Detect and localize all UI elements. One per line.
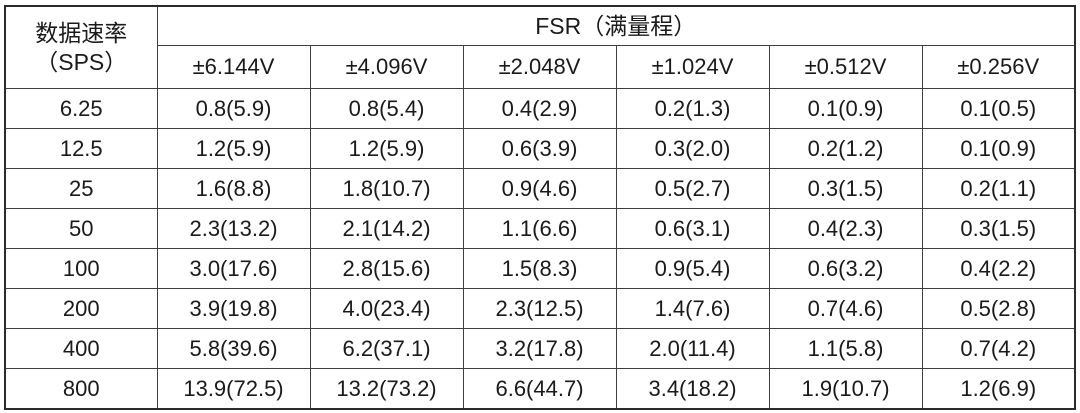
- data-rate-header-line1: 数据速率: [35, 19, 128, 46]
- noise-value-cell: 0.1(0.9): [921, 128, 1076, 169]
- table-body: 6.25 0.8(5.9) 0.8(5.4) 0.4(2.9) 0.2(1.3) 0.1(…: [4, 88, 1076, 409]
- noise-value-cell: 0.8(5.9): [156, 88, 311, 129]
- data-rate-cell: 200: [4, 288, 158, 329]
- data-rate-cell: 25: [4, 168, 158, 209]
- fsr-column-header: ±4.096V: [309, 45, 464, 89]
- table-row: 400 5.8(39.6) 6.2(37.1) 3.2(17.8) 2.0(11.4) 1…: [4, 328, 1076, 369]
- data-rate-cell: 6.25: [4, 88, 158, 129]
- noise-value-cell: 0.6(3.2): [768, 248, 923, 289]
- noise-value-cell: 6.6(44.7): [462, 368, 617, 409]
- data-rate-header-line2: （SPS）: [35, 48, 128, 75]
- noise-value-cell: 0.2(1.1): [921, 168, 1076, 209]
- fsr-header-cell: FSR（满量程）: [156, 5, 1076, 46]
- noise-value-cell: 0.6(3.9): [462, 128, 617, 169]
- noise-value-cell: 0.3(1.5): [921, 208, 1076, 249]
- noise-value-cell: 0.6(3.1): [615, 208, 770, 249]
- noise-value-cell: 2.8(15.6): [309, 248, 464, 289]
- noise-value-cell: 0.1(0.9): [768, 88, 923, 129]
- noise-value-cell: 1.1(5.8): [768, 328, 923, 369]
- noise-value-cell: 13.2(73.2): [309, 368, 464, 409]
- noise-value-cell: 3.4(18.2): [615, 368, 770, 409]
- noise-value-cell: 5.8(39.6): [156, 328, 311, 369]
- data-rate-cell: 50: [4, 208, 158, 249]
- fsr-column-header: ±0.256V: [921, 45, 1076, 89]
- noise-value-cell: 2.3(12.5): [462, 288, 617, 329]
- fsr-column-header: ±2.048V: [462, 45, 617, 89]
- table-header-row-1: 数据速率 （SPS） FSR（满量程）: [4, 5, 1076, 89]
- data-rate-cell: 400: [4, 328, 158, 369]
- table-row: 12.5 1.2(5.9) 1.2(5.9) 0.6(3.9) 0.3(2.0) 0.2(…: [4, 128, 1076, 169]
- fsr-column-header: ±0.512V: [768, 45, 923, 89]
- noise-value-cell: 1.5(8.3): [462, 248, 617, 289]
- noise-value-cell: 0.3(2.0): [615, 128, 770, 169]
- noise-value-cell: 0.9(5.4): [615, 248, 770, 289]
- noise-value-cell: 3.9(19.8): [156, 288, 311, 329]
- noise-value-cell: 4.0(23.4): [309, 288, 464, 329]
- noise-value-cell: 0.4(2.9): [462, 88, 617, 129]
- noise-value-cell: 1.9(10.7): [768, 368, 923, 409]
- noise-value-cell: 0.4(2.2): [921, 248, 1076, 289]
- noise-value-cell: 6.2(37.1): [309, 328, 464, 369]
- table-row: 6.25 0.8(5.9) 0.8(5.4) 0.4(2.9) 0.2(1.3) 0.1(…: [4, 88, 1076, 129]
- noise-value-cell: 1.2(6.9): [921, 368, 1076, 409]
- data-rate-header-cell: 数据速率 （SPS）: [4, 5, 158, 89]
- noise-value-cell: 1.2(5.9): [309, 128, 464, 169]
- fsr-column-header: ±6.144V: [156, 45, 311, 89]
- noise-value-cell: 0.2(1.2): [768, 128, 923, 169]
- data-rate-cell: 100: [4, 248, 158, 289]
- noise-value-cell: 0.8(5.4): [309, 88, 464, 129]
- noise-value-cell: 13.9(72.5): [156, 368, 311, 409]
- noise-value-cell: 2.0(11.4): [615, 328, 770, 369]
- data-rate-cell: 12.5: [4, 128, 158, 169]
- noise-value-cell: 0.9(4.6): [462, 168, 617, 209]
- noise-value-cell: 1.2(5.9): [156, 128, 311, 169]
- table-row: 800 13.9(72.5) 13.2(73.2) 6.6(44.7) 3.4(18.2…: [4, 368, 1076, 409]
- table-header-row-2: ±6.144V ±4.096V ±2.048V ±1.024V ±0.512V ±0.25…: [5, 45, 1076, 89]
- noise-value-cell: 3.0(17.6): [156, 248, 311, 289]
- noise-value-cell: 0.7(4.6): [768, 288, 923, 329]
- noise-value-cell: 2.3(13.2): [156, 208, 311, 249]
- fsr-column-header: ±1.024V: [615, 45, 770, 89]
- noise-value-cell: 1.8(10.7): [309, 168, 464, 209]
- data-rate-cell: 800: [4, 368, 158, 409]
- noise-value-cell: 1.4(7.6): [615, 288, 770, 329]
- noise-value-cell: 0.5(2.7): [615, 168, 770, 209]
- noise-value-cell: 2.1(14.2): [309, 208, 464, 249]
- noise-value-cell: 0.7(4.2): [921, 328, 1076, 369]
- table-row: 100 3.0(17.6) 2.8(15.6) 1.5(8.3) 0.9(5.4) 0.6…: [4, 248, 1076, 289]
- noise-value-cell: 0.4(2.3): [768, 208, 923, 249]
- noise-value-cell: 0.2(1.3): [615, 88, 770, 129]
- noise-value-cell: 0.3(1.5): [768, 168, 923, 209]
- table-row: 50 2.3(13.2) 2.1(14.2) 1.1(6.6) 0.6(3.1) 0.4(…: [4, 208, 1076, 249]
- table-row: 200 3.9(19.8) 4.0(23.4) 2.3(12.5) 1.4(7.6) 0.…: [4, 288, 1076, 329]
- noise-value-cell: 1.1(6.6): [462, 208, 617, 249]
- noise-performance-table: 数据速率 （SPS） FSR（满量程） ±6.144V ±4.096V ±2.048…: [4, 5, 1076, 410]
- table-row: 25 1.6(8.8) 1.8(10.7) 0.9(4.6) 0.5(2.7) 0.3(1…: [4, 168, 1076, 209]
- noise-value-cell: 3.2(17.8): [462, 328, 617, 369]
- noise-value-cell: 1.6(8.8): [156, 168, 311, 209]
- noise-value-cell: 0.5(2.8): [921, 288, 1076, 329]
- noise-value-cell: 0.1(0.5): [921, 88, 1076, 129]
